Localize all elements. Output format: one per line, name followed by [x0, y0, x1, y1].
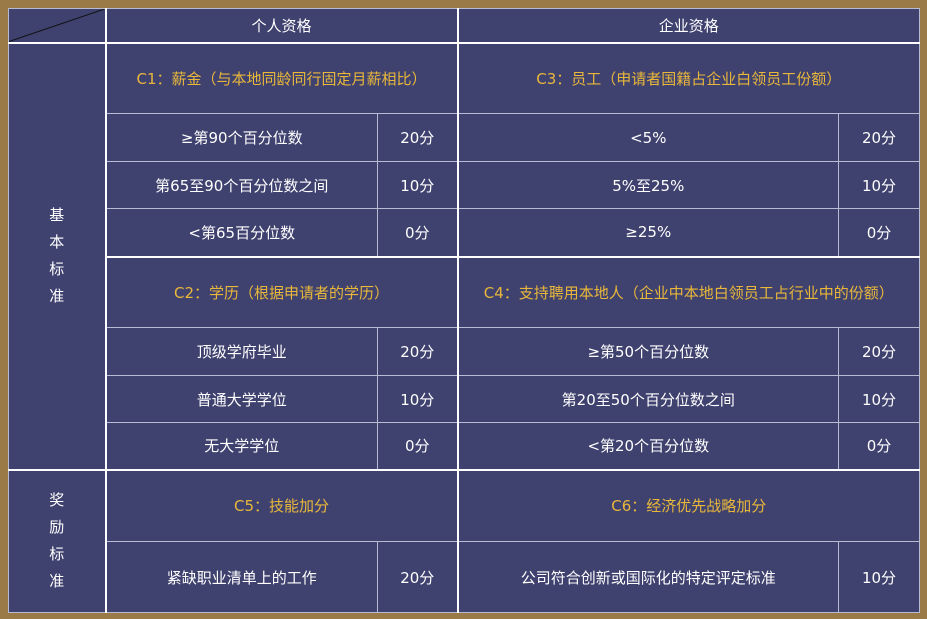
section-label: 奖励标准 [8, 468, 107, 613]
criterion-condition: 无大学学位 [105, 422, 378, 470]
table-row: 第65至90个百分位数之间 10分 5%至25% 10分 [9, 161, 921, 209]
criterion-score: 0分 [838, 208, 921, 257]
criterion-condition: <第65百分位数 [105, 208, 378, 257]
table-row: 无大学学位 0分 <第20个百分位数 0分 [9, 422, 921, 470]
criterion-score: 10分 [838, 375, 921, 423]
criterion-title: C5：技能加分 [104, 468, 459, 542]
criterion-condition: 紧缺职业清单上的工作 [105, 541, 378, 613]
criterion-score: 10分 [376, 161, 459, 209]
section-label-char: 准 [49, 287, 65, 305]
criterion-condition: 第20至50个百分位数之间 [457, 375, 840, 423]
header-personal: 个人资格 [104, 8, 459, 44]
criterion-score: 10分 [838, 541, 921, 613]
scoring-table: 个人资格 企业资格 基本标准 C1：薪金（与本地同龄同行固定月薪相比） C3：员工（… [8, 8, 921, 613]
criterion-condition: 顶级学府毕业 [105, 327, 378, 376]
criterion-condition: ≥第90个百分位数 [105, 113, 378, 162]
section-label-char: 基 [49, 206, 65, 224]
header-enterprise: 企业资格 [457, 8, 921, 44]
criterion-condition: 第65至90个百分位数之间 [105, 161, 378, 209]
section-label: 基本标准 [8, 42, 107, 470]
criterion-score: 20分 [376, 541, 459, 613]
criterion-condition: 公司符合创新或国际化的特定评定标准 [457, 541, 840, 613]
criterion-score: 0分 [376, 422, 459, 470]
section-label-char: 标 [49, 545, 65, 564]
criterion-condition: ≥第50个百分位数 [457, 327, 840, 376]
section-label-char: 奖 [49, 491, 65, 510]
criterion-condition: 5%至25% [457, 161, 840, 209]
criterion-condition: <第20个百分位数 [457, 422, 840, 470]
section-label-char: 标 [49, 260, 65, 278]
criterion-score: 10分 [376, 375, 459, 423]
criterion-condition: <5% [457, 113, 840, 162]
table-row: ≥第90个百分位数 20分 <5% 20分 [9, 113, 921, 162]
criterion-score: 20分 [838, 113, 921, 162]
criterion-score: 10分 [838, 161, 921, 209]
table-row: 普通大学学位 10分 第20至50个百分位数之间 10分 [9, 375, 921, 423]
criterion-title: C3：员工（申请者国籍占企业白领员工份额） [457, 42, 921, 114]
criterion-score: 20分 [376, 327, 459, 376]
criterion-score: 0分 [838, 422, 921, 470]
criterion-condition: ≥25% [457, 208, 840, 257]
criterion-title: C6：经济优先战略加分 [457, 468, 921, 542]
diagonal-line [9, 9, 105, 42]
criterion-title: C2：学历（根据申请者的学历） [104, 255, 459, 328]
criterion-score: 20分 [376, 113, 459, 162]
criterion-score: 20分 [838, 327, 921, 376]
table-row: 紧缺职业清单上的工作 20分 公司符合创新或国际化的特定评定标准 10分 [9, 541, 921, 613]
criterion-condition: 普通大学学位 [105, 375, 378, 423]
criterion-title: C4：支持聘用本地人（企业中本地白领员工占行业中的份额） [457, 255, 921, 328]
section-label-char: 本 [49, 233, 65, 251]
table-row: <第65百分位数 0分 ≥25% 0分 [9, 208, 921, 257]
criterion-title: C1：薪金（与本地同龄同行固定月薪相比） [104, 42, 459, 114]
corner-cell [8, 8, 107, 44]
table-row: 顶级学府毕业 20分 ≥第50个百分位数 20分 [9, 327, 921, 376]
criterion-score: 0分 [376, 208, 459, 257]
section-label-char: 励 [49, 518, 65, 537]
section-label-char: 准 [49, 572, 65, 591]
